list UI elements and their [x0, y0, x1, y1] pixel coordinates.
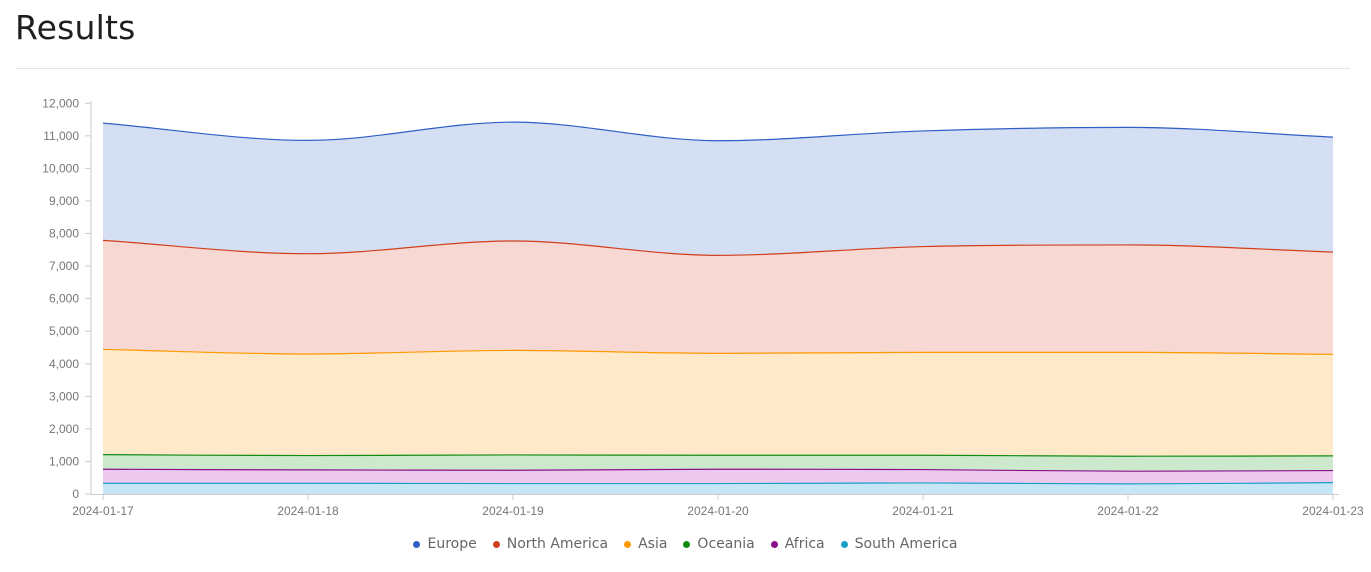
area-europe	[103, 122, 1333, 256]
legend-item-europe[interactable]: Europe	[413, 536, 477, 552]
legend-dot-icon	[840, 540, 848, 548]
legend-item-oceania[interactable]: Oceania	[683, 536, 755, 552]
legend-label: Africa	[784, 536, 825, 552]
legend-dot-icon	[624, 540, 632, 548]
legend-dot-icon	[770, 540, 778, 548]
line-oceania	[102, 454, 1334, 457]
y-tick-label: 5,000	[49, 324, 79, 338]
line-north-america	[102, 239, 1334, 256]
line-asia	[102, 348, 1334, 355]
legend-dot-icon	[492, 540, 500, 548]
x-tick-label: 2024-01-23	[1302, 504, 1364, 518]
y-tick-label: 12,000	[42, 96, 79, 110]
y-tick-label: 0	[72, 487, 79, 501]
x-axis-ticks: 2024-01-17 2024-01-18 2024-01-19 2024-01-20…	[72, 494, 1364, 518]
legend-label: North America	[506, 536, 609, 552]
area-south-america	[103, 482, 1333, 494]
y-axis-ticks: 0 1,000 2,000 3,000 4,000 5,000 6,000 7,000 8,00…	[42, 96, 91, 501]
stacked-area-chart: 0 1,000 2,000 3,000 4,000 5,000 6,000 7,000 8,00…	[42, 96, 1364, 518]
y-tick-label: 11,000	[43, 129, 79, 143]
y-tick-label: 6,000	[49, 292, 79, 306]
x-tick-label: 2024-01-22	[1097, 504, 1159, 518]
y-tick-label: 3,000	[49, 389, 79, 403]
title-divider	[15, 68, 1350, 69]
x-tick-label: 2024-01-20	[687, 504, 749, 518]
y-tick-label: 1,000	[49, 454, 79, 468]
legend-label: Asia	[638, 536, 668, 552]
area-north-america	[103, 240, 1333, 355]
area-asia	[103, 349, 1333, 457]
x-tick-label: 2024-01-21	[892, 504, 954, 518]
x-tick-label: 2024-01-17	[72, 504, 134, 518]
x-tick-label: 2024-01-18	[277, 504, 339, 518]
y-tick-label: 2,000	[49, 422, 79, 436]
line-europe	[102, 121, 1334, 142]
chart-areas	[103, 122, 1333, 494]
chart-lines	[102, 121, 1334, 485]
legend-dot-icon	[683, 540, 691, 548]
area-africa	[103, 469, 1333, 484]
y-tick-label: 10,000	[42, 161, 79, 175]
legend-item-africa[interactable]: Africa	[770, 536, 825, 552]
legend-item-asia[interactable]: Asia	[624, 536, 667, 552]
legend-item-north-america[interactable]: North America	[492, 536, 609, 552]
legend-label: Europe	[427, 536, 477, 552]
line-africa	[102, 468, 1334, 472]
y-tick-label: 9,000	[49, 194, 79, 208]
chart-legend: Europe North America Asia Oceania Africa Sout…	[0, 536, 1371, 552]
y-tick-label: 8,000	[49, 227, 79, 241]
legend-label: South America	[854, 536, 958, 552]
y-tick-label: 7,000	[49, 259, 79, 273]
y-tick-label: 4,000	[49, 357, 79, 371]
area-oceania	[103, 454, 1333, 472]
line-south-america	[102, 482, 1334, 485]
x-tick-label: 2024-01-19	[482, 504, 544, 518]
page-title: Results	[15, 8, 136, 47]
legend-item-south-america[interactable]: South America	[840, 536, 958, 552]
legend-dot-icon	[413, 540, 421, 548]
legend-label: Oceania	[697, 536, 755, 552]
